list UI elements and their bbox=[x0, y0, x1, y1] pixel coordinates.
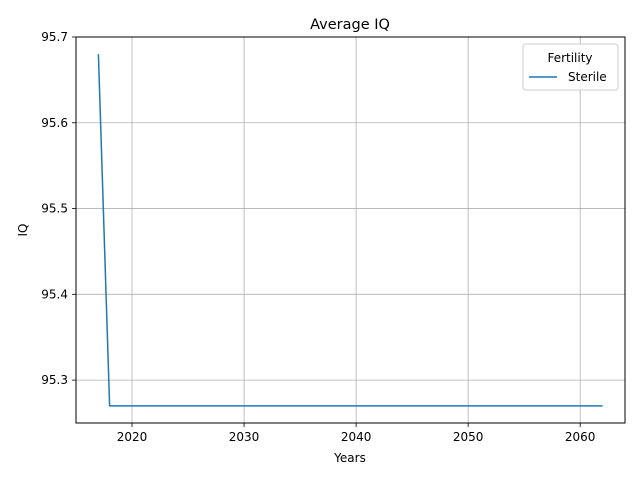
x-tick-label: 2040 bbox=[341, 430, 372, 444]
x-tick-label: 2020 bbox=[117, 430, 148, 444]
y-axis-label: IQ bbox=[16, 224, 30, 237]
series-layer bbox=[97, 54, 603, 407]
y-tick-label: 95.5 bbox=[41, 202, 68, 216]
legend-label-sterile: Sterile bbox=[568, 70, 607, 84]
plot-frame bbox=[75, 36, 626, 424]
x-tick-label: 2060 bbox=[565, 430, 596, 444]
x-axis-ticks: 2020 2030 2040 2050 2060 bbox=[117, 423, 596, 444]
x-tick-label: 2050 bbox=[453, 430, 484, 444]
chart-title: Average IQ bbox=[310, 17, 390, 33]
series-line-sterile bbox=[97, 54, 603, 407]
legend: Fertility Sterile bbox=[522, 43, 619, 91]
x-axis-label: Years bbox=[333, 451, 366, 465]
y-tick-label: 95.3 bbox=[41, 373, 68, 387]
legend-title: Fertility bbox=[547, 51, 592, 65]
y-tick-label: 95.6 bbox=[41, 116, 68, 130]
y-tick-label: 95.7 bbox=[41, 30, 68, 44]
y-tick-label: 95.4 bbox=[41, 287, 68, 301]
y-axis-ticks: 95.3 95.4 95.5 95.6 95.7 bbox=[41, 30, 76, 387]
x-tick-label: 2030 bbox=[229, 430, 260, 444]
legend-box bbox=[522, 43, 619, 91]
